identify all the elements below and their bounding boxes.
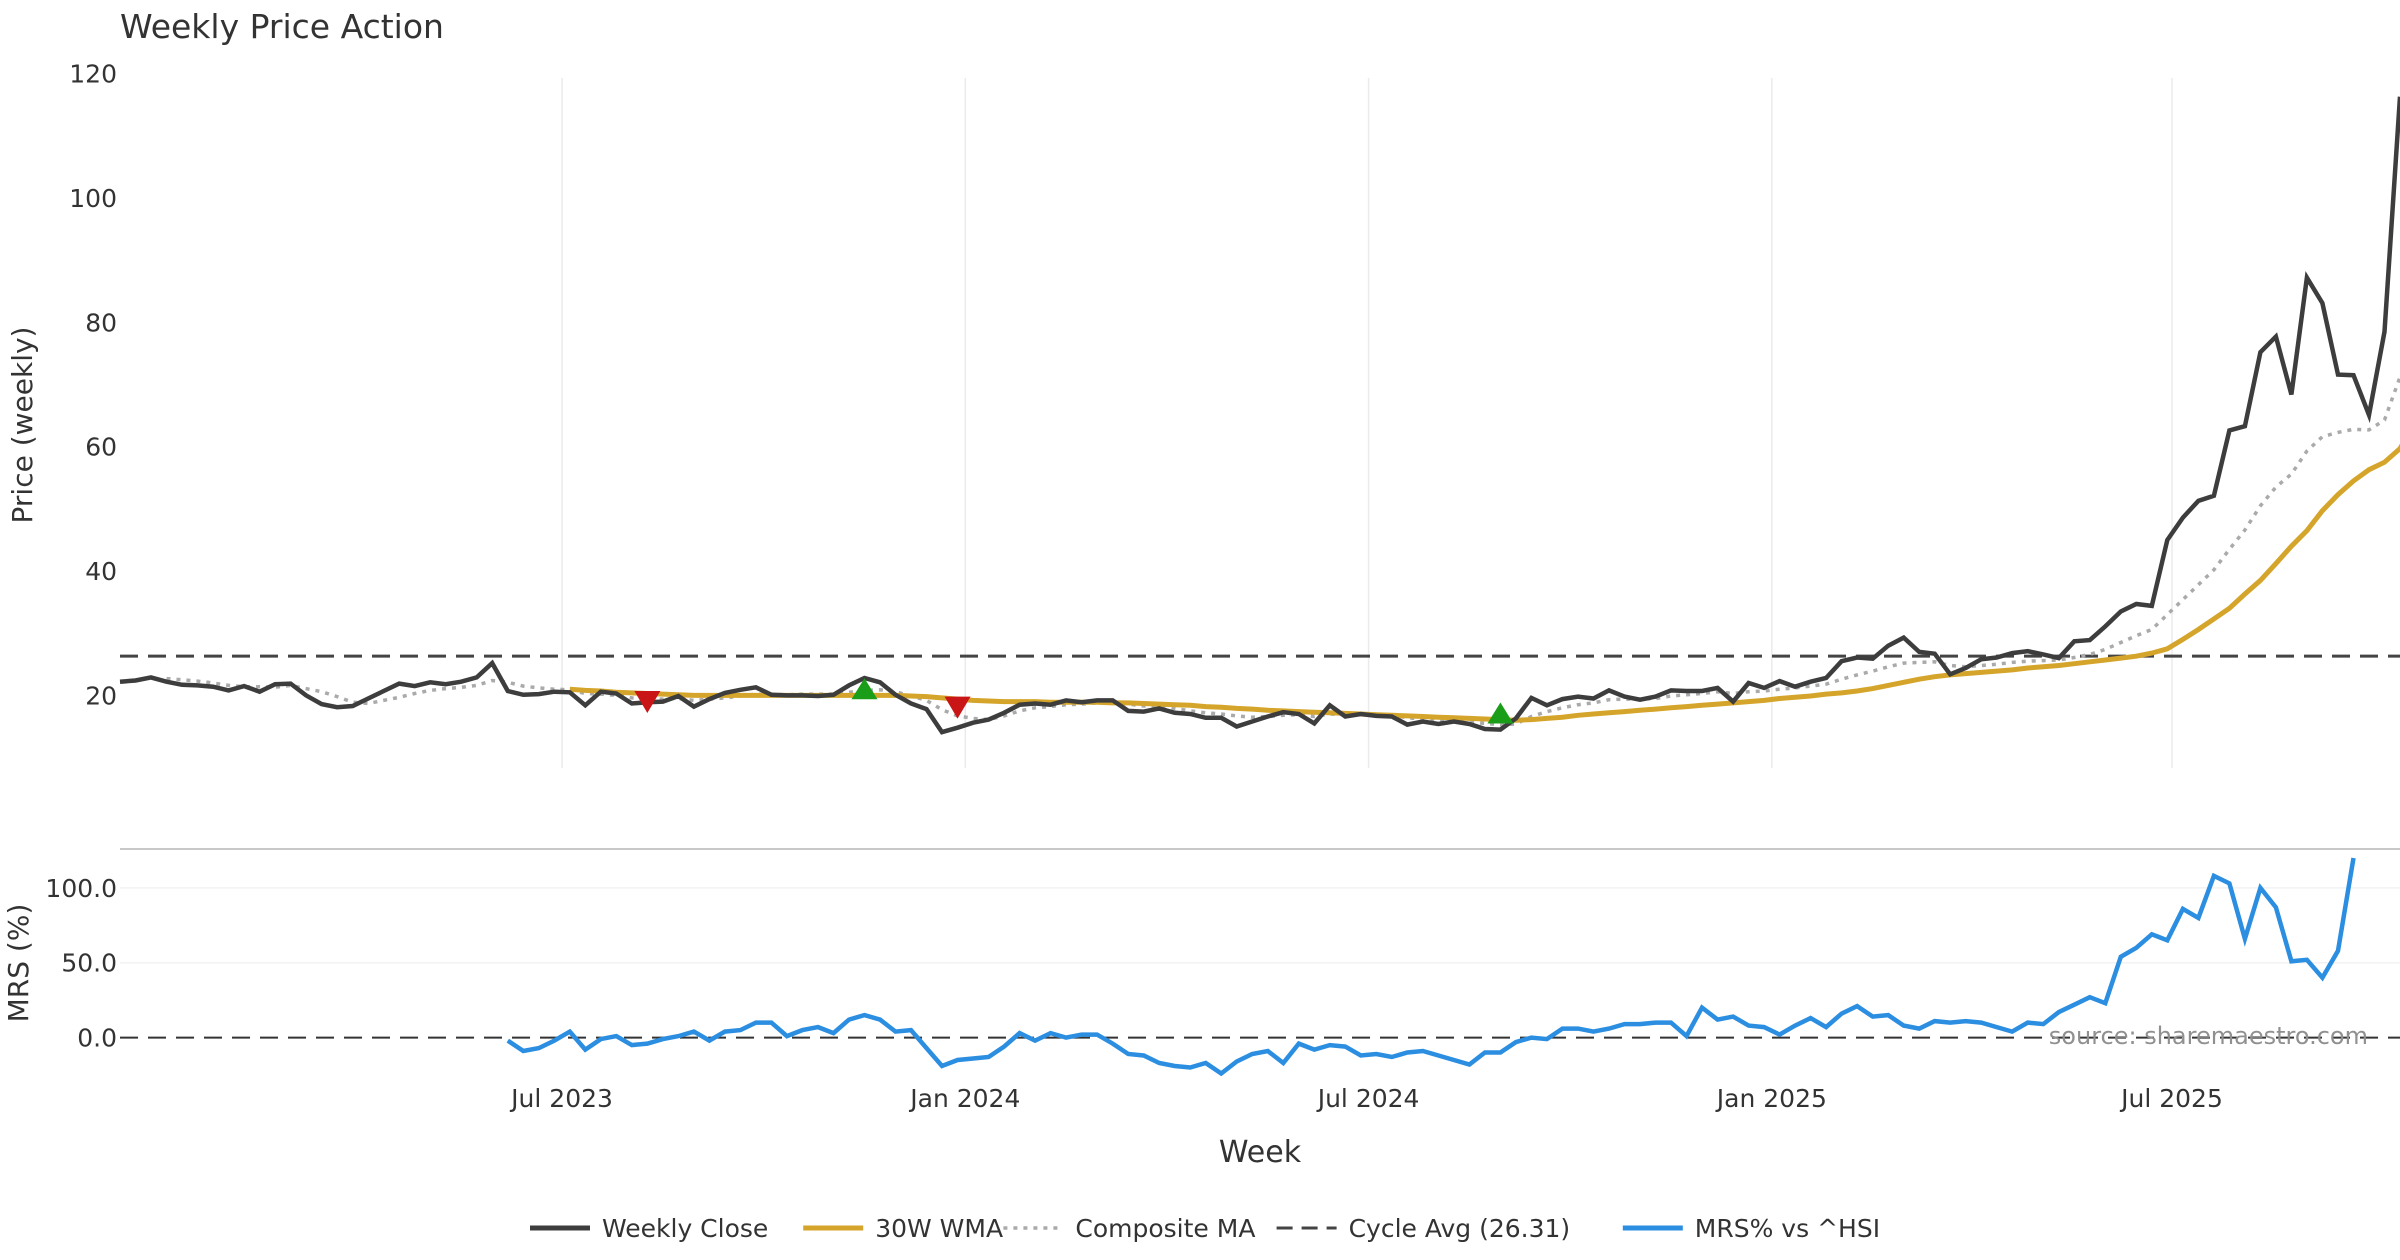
sell-signal-1	[944, 696, 971, 719]
legend: Weekly Close 30W WMA Composite MA Cycle Avg…	[530, 1214, 1880, 1243]
mrs-y-tick-0: 0.0	[77, 1024, 117, 1053]
mrs-panel: 0.0 50.0 100.0 MRS (%) source: sharemaestr…	[2, 857, 2400, 1077]
price-panel: 20 40 60 80 100 120 Price (weekly)	[6, 60, 2400, 768]
x-tick-label-1: Jan 2024	[908, 1084, 1020, 1113]
source-note: source: sharemaestro.com	[2049, 1022, 2368, 1050]
signal-markers	[634, 678, 1514, 724]
price-y-tick-20: 20	[85, 681, 117, 710]
legend-label-1: 30W WMA	[875, 1214, 1003, 1243]
mrs-line	[506, 857, 2356, 1077]
x-tick-label-2: Jul 2024	[1316, 1084, 1420, 1113]
price-y-tick-100: 100	[69, 184, 117, 213]
buy-signal-1	[1487, 702, 1514, 724]
wma-30w-line	[569, 443, 2400, 723]
price-y-tick-120: 120	[69, 60, 117, 89]
mrs-gridlines	[120, 887, 2400, 964]
legend-label-0: Weekly Close	[602, 1214, 768, 1243]
mrs-y-tick-2: 100.0	[45, 874, 117, 903]
weekly-close-line	[119, 96, 2400, 735]
mrs-y-axis: 0.0 50.0 100.0	[45, 874, 117, 1053]
price-y-tick-80: 80	[85, 308, 117, 337]
buy-signal-0	[851, 678, 878, 700]
chart-title: Weekly Price Action	[120, 7, 444, 46]
price-y-tick-40: 40	[85, 557, 117, 586]
legend-label-2: Composite MA	[1075, 1214, 1255, 1243]
composite-ma-line	[166, 376, 2400, 727]
price-y-axis: 20 40 60 80 100 120	[69, 60, 117, 711]
legend-label-3: Cycle Avg (26.31)	[1349, 1214, 1571, 1243]
mrs-y-axis-label: MRS (%)	[2, 904, 35, 1023]
price-gridlines	[561, 78, 2173, 768]
price-y-axis-label: Price (weekly)	[6, 327, 39, 524]
price-y-tick-60: 60	[85, 433, 117, 462]
legend-label-4: MRS% vs ^HSI	[1695, 1214, 1880, 1243]
x-tick-label-0: Jul 2023	[509, 1084, 613, 1113]
x-tick-label-4: Jul 2025	[2119, 1084, 2223, 1113]
mrs-y-tick-1: 50.0	[61, 949, 117, 978]
x-tick-label-3: Jan 2025	[1715, 1084, 1827, 1113]
x-axis-label: Week	[1219, 1135, 1302, 1170]
x-axis: Jul 2023 Jan 2024 Jul 2024 Jan 2025 Jul 2025	[509, 1084, 2223, 1113]
sell-signal-0	[634, 690, 661, 713]
